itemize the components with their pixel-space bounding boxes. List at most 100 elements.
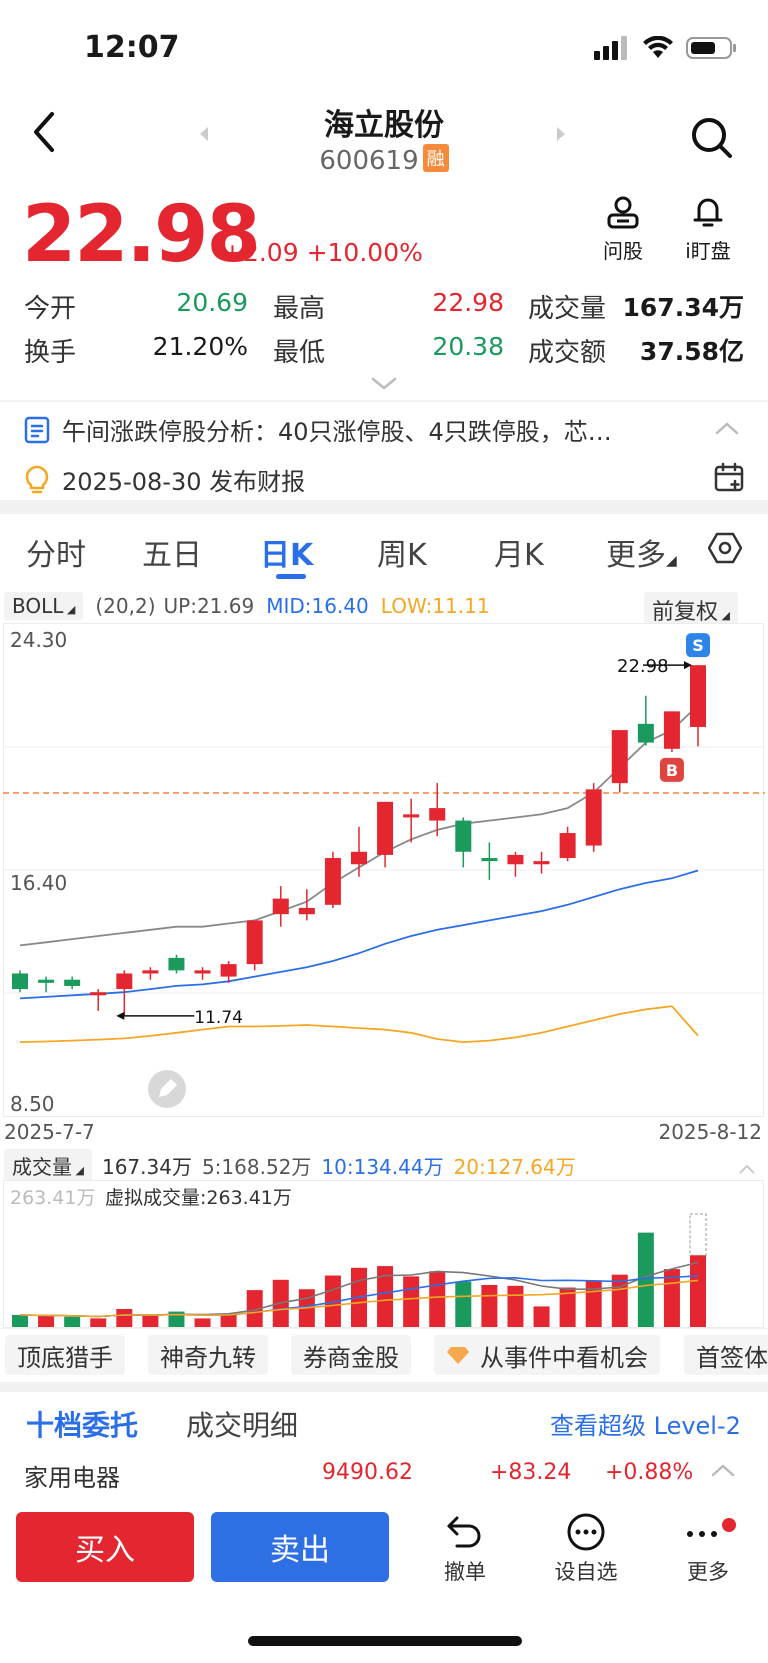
y-axis-label-bottom: 8.50 <box>10 1092 55 1116</box>
tab-trade-detail[interactable]: 成交明细 <box>186 1409 299 1442</box>
tab-five-day[interactable]: 五日 <box>142 538 202 573</box>
triangle-left-icon <box>200 127 208 141</box>
price-change-value: +2.09 <box>222 238 299 267</box>
sector-pct: +0.88% <box>605 1460 694 1485</box>
boll-low-line <box>19 1005 699 1044</box>
low-marker-label: 11.74 <box>194 1008 243 1028</box>
chip-magic-nine[interactable]: 神奇九转 <box>148 1335 268 1375</box>
tab-order-book[interactable]: 十档委托 <box>26 1409 139 1442</box>
tab-daily-k[interactable]: 日K <box>260 538 314 573</box>
more-button[interactable]: 更多 <box>668 1512 748 1586</box>
candle-body <box>324 858 341 905</box>
candle-body <box>168 957 185 971</box>
chart-settings-button[interactable] <box>707 531 743 569</box>
cancel-order-button[interactable]: 撤单 <box>425 1512 505 1586</box>
ask-stock-label: 问股 <box>603 239 643 263</box>
wifi-icon <box>643 36 673 58</box>
stock-code: 600619 <box>319 146 419 176</box>
chip-label: 从事件中看机会 <box>480 1343 648 1372</box>
undo-icon <box>447 1516 481 1548</box>
volume-ma20: 20:127.64万 <box>453 1155 576 1179</box>
volume-bar <box>90 1318 107 1327</box>
volume-bar <box>429 1271 446 1327</box>
buy-button[interactable]: 买入 <box>16 1512 194 1582</box>
chevron-down-icon <box>371 377 397 390</box>
adjust-label: 前复权 <box>652 600 719 625</box>
y-axis-label-mid: 16.40 <box>10 871 67 895</box>
candle-body <box>611 730 628 784</box>
volume-title: 成交量 <box>12 1155 72 1179</box>
more-label: 更多 <box>687 1560 729 1584</box>
candle-body <box>194 970 211 974</box>
turnover-label: 换手 <box>24 338 77 368</box>
candle-body <box>455 820 472 852</box>
volume-bar <box>12 1314 28 1327</box>
level2-link[interactable]: 查看超级 Level-2 <box>550 1412 741 1440</box>
add-watchlist-label: 设自选 <box>554 1560 618 1584</box>
volume-bar <box>64 1316 81 1327</box>
indicator-selector[interactable]: BOLL ◢ <box>4 592 84 620</box>
chip-label: 券商金股 <box>303 1343 399 1372</box>
volume-bar <box>142 1315 159 1327</box>
add-watchlist-button[interactable]: 设自选 <box>546 1512 626 1586</box>
bell-icon <box>693 198 723 227</box>
triangle-corner-icon: ◢ <box>63 603 76 616</box>
adjust-selector[interactable]: 前复权 ◢ <box>644 592 738 628</box>
search-icon <box>692 118 732 158</box>
volume-chart[interactable]: 263.41万 虚拟成交量:263.41万 <box>3 1180 765 1328</box>
volume-label: 成交量 <box>528 294 607 324</box>
battery-icon <box>686 37 736 59</box>
candle-body <box>663 711 680 749</box>
search-button[interactable] <box>690 116 734 164</box>
boll-mid-line <box>19 869 699 1000</box>
volume-summary: 167.34万 <box>101 1155 192 1179</box>
sector-price: 9490.62 <box>322 1460 413 1485</box>
chip-event-opportunity[interactable]: 从事件中看机会 <box>434 1335 660 1375</box>
sell-button[interactable]: 卖出 <box>211 1512 389 1582</box>
volume-selector[interactable]: 成交量 ◢ <box>4 1149 92 1182</box>
chip-first-sign[interactable]: 首签体 <box>684 1335 768 1375</box>
next-stock-button[interactable] <box>555 126 567 146</box>
candle-body <box>637 723 654 743</box>
sector-name[interactable]: 家用电器 <box>24 1464 120 1492</box>
candlestick-chart[interactable]: 24.30 16.40 8.50 22.98 11.74 B S <box>3 623 765 1118</box>
volume-ma20-line <box>19 1279 699 1318</box>
collapse-volume-button[interactable] <box>738 1160 756 1179</box>
candle-body <box>142 970 159 974</box>
triangle-right-icon <box>557 127 565 141</box>
tab-more[interactable]: 更多◢ <box>606 530 677 574</box>
report-row[interactable]: 2025-08-30 发布财报 <box>24 462 305 497</box>
drawing-tool-button[interactable] <box>148 1070 186 1108</box>
x-axis-label-start: 2025-7-7 <box>4 1120 95 1144</box>
stock-code-row: 600619 融 <box>0 144 768 176</box>
section-divider <box>0 500 768 514</box>
tab-intraday[interactable]: 分时 <box>26 538 86 573</box>
indicator-params: (20,2) <box>95 594 156 618</box>
back-button[interactable] <box>30 110 70 160</box>
collapse-news-button[interactable] <box>714 420 740 440</box>
candle-body <box>690 665 706 727</box>
candles <box>12 665 706 1016</box>
prev-stock-button[interactable] <box>198 126 210 146</box>
open-label: 今开 <box>24 294 77 324</box>
expand-stats-button[interactable] <box>370 376 398 396</box>
collapse-sector-button[interactable] <box>710 1462 736 1482</box>
sector-change: +83.24 <box>490 1460 572 1485</box>
chip-label: 顶底猎手 <box>17 1343 113 1372</box>
chip-broker-picks[interactable]: 券商金股 <box>291 1335 411 1375</box>
ask-stock-button[interactable]: 问股 <box>578 195 668 264</box>
candle-body <box>585 789 602 846</box>
watch-label: i盯盘 <box>685 239 731 263</box>
tab-monthly-k[interactable]: 月K <box>494 538 544 573</box>
watch-button[interactable]: i盯盘 <box>663 195 753 264</box>
high-label: 最高 <box>273 294 326 324</box>
news-headline-row[interactable]: 午间涨跌停股分析：40只涨停股、4只跌停股，芯… <box>24 412 612 447</box>
indicator-row: BOLL ◢ (20,2) UP:21.69 MID:16.40 LOW:11.… <box>4 592 490 620</box>
chip-bottom-top-hunter[interactable]: 顶底猎手 <box>5 1335 125 1375</box>
candle-body <box>533 861 550 865</box>
x-axis-label-end: 2025-8-12 <box>658 1120 762 1144</box>
status-time: 12:07 <box>84 30 180 65</box>
tab-weekly-k[interactable]: 周K <box>377 538 427 573</box>
volume-bar <box>220 1314 237 1327</box>
calendar-button[interactable] <box>714 462 744 496</box>
